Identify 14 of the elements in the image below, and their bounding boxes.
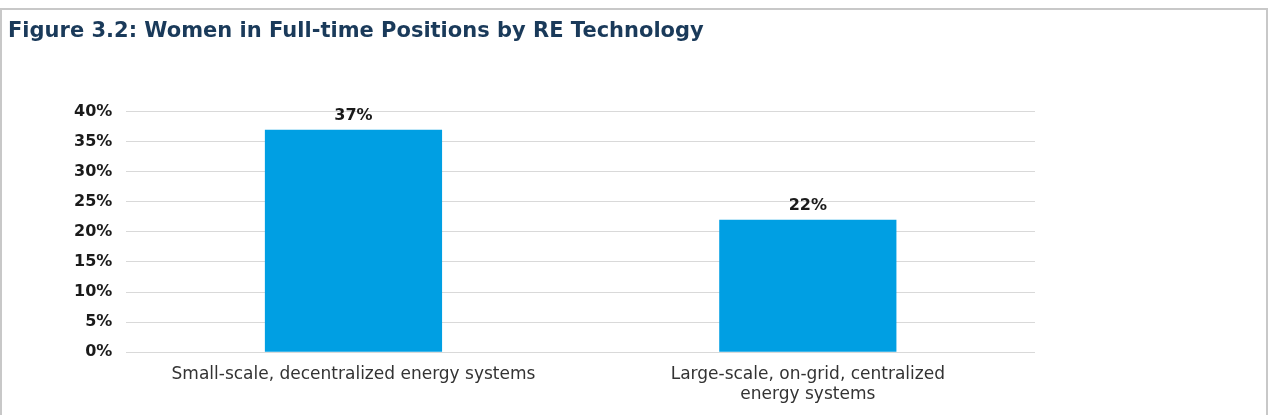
- y-tick-label: 30%: [74, 160, 113, 180]
- data-label: 22%: [788, 195, 827, 215]
- y-tick-label: 40%: [74, 100, 113, 120]
- y-tick-label: 25%: [74, 190, 113, 210]
- data-label: 37%: [334, 104, 373, 124]
- x-tick-label: Large-scale, on-grid, centralized energy systems: [670, 362, 945, 404]
- x-tick-label: Small-scale, decentralized energy systems: [171, 362, 536, 383]
- y-tick-label: 5%: [85, 311, 113, 331]
- y-tick-label: 15%: [74, 251, 113, 271]
- y-tick-label: 10%: [74, 281, 113, 301]
- y-tick-label: 0%: [85, 341, 113, 361]
- chart-title: Figure 3.2: Women in Full-time Positions by RE Technology: [8, 18, 704, 42]
- y-tick-label: 20%: [74, 221, 113, 241]
- y-tick-label: 35%: [74, 130, 113, 150]
